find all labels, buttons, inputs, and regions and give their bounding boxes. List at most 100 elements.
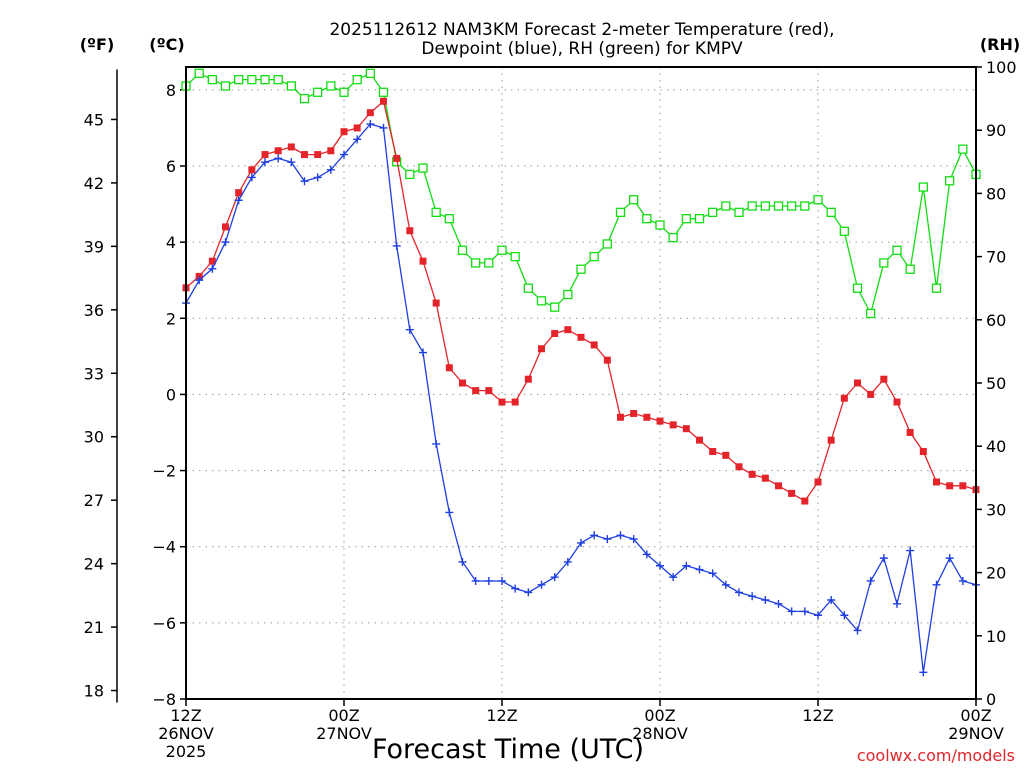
rh-point	[615, 207, 626, 218]
rh-point	[721, 201, 731, 211]
rh-point	[826, 207, 836, 218]
rh-point	[945, 176, 955, 186]
dewpoint-point	[471, 576, 480, 585]
temperature-point	[867, 390, 875, 398]
x-tick-label: 12Z	[486, 706, 517, 725]
rh-point	[708, 207, 718, 218]
rh-point	[352, 74, 362, 85]
rh-point	[536, 296, 547, 306]
rh-point	[892, 245, 902, 255]
dewpoint-point	[616, 531, 625, 540]
temperature-point	[617, 413, 624, 421]
rh-point	[418, 163, 428, 173]
dewpoint-point	[866, 576, 875, 585]
dewpoint-point	[853, 626, 862, 635]
dewpoint-point	[774, 599, 783, 608]
rh-tick-label: 0	[986, 690, 996, 709]
dewpoint-point	[392, 241, 401, 250]
rh-point	[760, 201, 770, 211]
dewpoint-point	[787, 607, 796, 616]
rh-point	[510, 251, 520, 262]
fahrenheit-tick-label: 39	[84, 237, 104, 256]
temperature-point	[788, 489, 796, 497]
rh-tick-label: 20	[986, 564, 1006, 583]
dewpoint-point	[326, 165, 335, 174]
temperature-line	[185, 100, 977, 502]
dewpoint-point	[247, 173, 256, 182]
dewpoint-point	[524, 588, 533, 597]
dewpoint-point	[919, 668, 928, 677]
rh-tick-label: 50	[986, 374, 1006, 393]
temperature-point	[445, 364, 453, 372]
dewpoint-point	[274, 154, 283, 163]
rh-point	[734, 207, 744, 218]
dewpoint-point	[353, 135, 362, 144]
dewpoint-point	[379, 123, 388, 132]
dewpoint-point	[695, 565, 704, 574]
temperature-point	[775, 482, 782, 490]
dewpoint-point	[708, 569, 717, 578]
temperature-point	[248, 166, 256, 174]
temperature-point	[366, 109, 374, 117]
temperature-point	[564, 326, 572, 334]
rh-point	[905, 264, 915, 274]
temperature-point	[801, 497, 809, 505]
dewpoint-point	[419, 348, 427, 357]
rh-unit-label: (RH)	[980, 35, 1020, 54]
temperature-point	[669, 421, 677, 429]
celsius-tick-label: −4	[152, 538, 176, 557]
fahrenheit-tick-label: 30	[84, 428, 104, 447]
temperature-series	[182, 97, 980, 505]
rh-point	[839, 226, 849, 236]
celsius-tick-label: 0	[166, 385, 176, 404]
temperature-point	[472, 387, 480, 395]
dewpoint-point	[656, 561, 664, 570]
temperature-point	[696, 436, 703, 444]
dewpoint-point	[300, 177, 309, 186]
rh-point	[194, 68, 204, 78]
temperature-point	[301, 151, 308, 159]
temperature-point	[603, 356, 611, 364]
dewpoint-point	[221, 238, 230, 247]
celsius-tick-label: −6	[152, 614, 176, 633]
celsius-tick-label: −2	[152, 462, 176, 481]
rh-point	[431, 207, 441, 218]
rh-point	[866, 308, 876, 319]
temperature-point	[327, 147, 335, 155]
dewpoint-point	[827, 596, 836, 605]
gridlines	[186, 67, 976, 699]
temperature-point	[551, 330, 559, 338]
x-tick-label: 12Z	[170, 706, 201, 725]
dewpoint-point	[537, 580, 546, 589]
temperature-point	[261, 151, 269, 159]
temperature-point	[643, 413, 651, 421]
temperature-point	[314, 151, 322, 159]
dewpoint-point	[287, 158, 296, 167]
celsius-tick-label: 2	[166, 309, 176, 328]
rh-tick-label: 60	[986, 311, 1006, 330]
dewpoint-point	[366, 120, 375, 129]
temperature-point	[432, 299, 440, 307]
temperature-point	[524, 375, 532, 383]
rh-series	[181, 68, 981, 319]
rh-point	[234, 74, 244, 85]
fahrenheit-tick-label: 33	[84, 364, 104, 383]
dewpoint-point	[484, 576, 493, 585]
rh-point	[247, 74, 257, 85]
dewpoint-point	[748, 592, 757, 601]
dewpoint-point	[234, 196, 243, 205]
rh-point	[589, 251, 599, 262]
rh-point	[326, 81, 336, 91]
rh-point	[918, 182, 928, 192]
dewpoint-point	[721, 580, 730, 589]
rh-point	[602, 239, 612, 249]
rh-point	[629, 195, 639, 205]
temperature-point	[946, 482, 954, 490]
temperature-point	[353, 124, 361, 132]
rh-point	[273, 74, 283, 85]
dewpoint-point	[432, 439, 441, 448]
dewpoint-point	[603, 535, 612, 544]
dewpoint-point	[550, 573, 559, 582]
temperature-point	[393, 154, 401, 162]
